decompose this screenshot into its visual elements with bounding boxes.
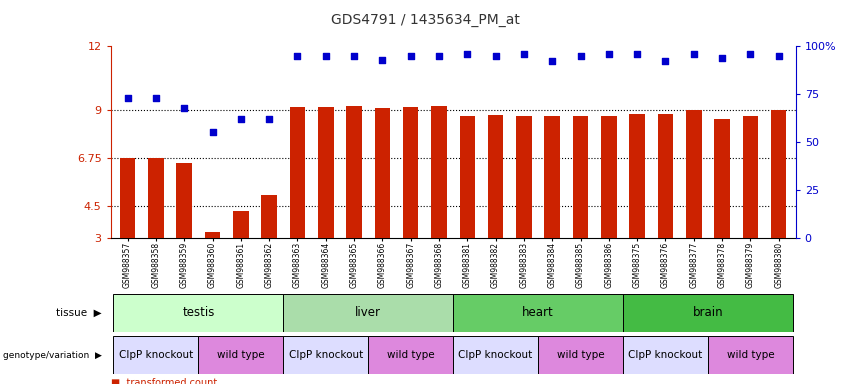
Point [602, 51, 615, 57]
Text: genotype/variation  ▶: genotype/variation ▶ [3, 351, 102, 360]
Bar [205, 232, 220, 238]
Bar [148, 158, 163, 238]
Bar [708, 336, 793, 374]
Bar [601, 116, 617, 238]
Bar [261, 195, 277, 238]
Point [262, 116, 276, 122]
Bar [374, 108, 390, 238]
Text: tissue  ▶: tissue ▶ [56, 308, 102, 318]
Text: ClpP knockout: ClpP knockout [288, 350, 363, 360]
Point [772, 53, 785, 59]
Point [206, 129, 220, 136]
Point [545, 58, 559, 65]
Point [460, 51, 474, 57]
Bar [658, 114, 673, 238]
Bar [233, 212, 248, 238]
Point [432, 53, 446, 59]
Bar [431, 106, 447, 238]
Bar [403, 107, 419, 238]
Text: wild type: wild type [557, 350, 604, 360]
Point [319, 53, 333, 59]
Bar [318, 107, 334, 238]
Bar [453, 294, 623, 332]
Bar [460, 116, 475, 238]
Bar [113, 294, 283, 332]
Text: brain: brain [693, 306, 723, 319]
Bar [289, 107, 306, 238]
Bar [686, 110, 701, 238]
Point [121, 95, 134, 101]
Bar [743, 116, 758, 238]
Bar [488, 116, 504, 238]
Point [687, 51, 700, 57]
Bar [346, 106, 362, 238]
Point [234, 116, 248, 122]
Text: liver: liver [355, 306, 381, 319]
Text: wild type: wild type [387, 350, 435, 360]
Bar [771, 110, 786, 238]
Point [291, 53, 305, 59]
Point [375, 56, 389, 63]
Bar [120, 158, 135, 238]
Point [149, 95, 163, 101]
Text: wild type: wild type [727, 350, 774, 360]
Point [716, 55, 729, 61]
Point [631, 51, 644, 57]
Bar [176, 164, 192, 238]
Point [574, 53, 587, 59]
Bar [573, 116, 588, 238]
Point [404, 53, 418, 59]
Text: wild type: wild type [217, 350, 265, 360]
Text: ClpP knockout: ClpP knockout [628, 350, 703, 360]
Bar [198, 336, 283, 374]
Text: ClpP knockout: ClpP knockout [459, 350, 533, 360]
Bar [714, 119, 730, 238]
Bar [113, 336, 198, 374]
Point [659, 58, 672, 65]
Bar [623, 294, 793, 332]
Bar [283, 294, 453, 332]
Point [744, 51, 757, 57]
Bar [545, 116, 560, 238]
Point [488, 53, 502, 59]
Text: heart: heart [523, 306, 554, 319]
Point [177, 104, 191, 111]
Bar [283, 336, 368, 374]
Bar [517, 116, 532, 238]
Bar [538, 336, 623, 374]
Bar [368, 336, 453, 374]
Text: ■  transformed count: ■ transformed count [111, 378, 217, 384]
Point [347, 53, 361, 59]
Text: ClpP knockout: ClpP knockout [119, 350, 193, 360]
Bar [623, 336, 708, 374]
Text: testis: testis [182, 306, 214, 319]
Point [517, 51, 531, 57]
Bar [453, 336, 538, 374]
Bar [630, 114, 645, 238]
Text: GDS4791 / 1435634_PM_at: GDS4791 / 1435634_PM_at [331, 13, 520, 27]
